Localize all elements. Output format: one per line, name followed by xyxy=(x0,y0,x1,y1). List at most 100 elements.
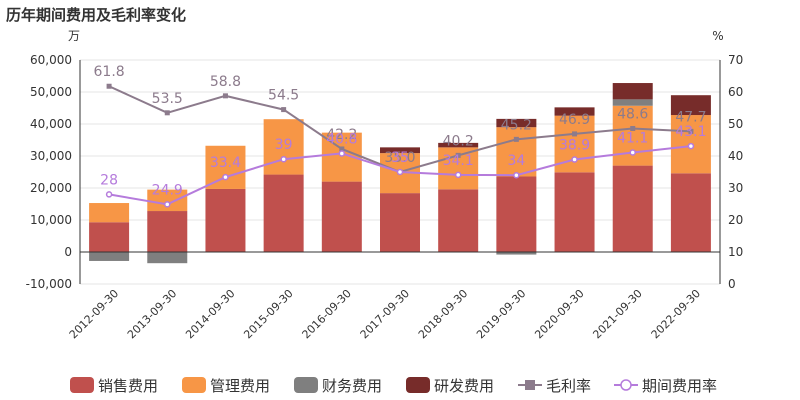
data-label: 34 xyxy=(507,153,525,169)
legend-label: 研发费用 xyxy=(434,377,494,395)
bar-segment xyxy=(380,193,420,252)
data-label: 42.2 xyxy=(326,127,357,143)
legend-marker xyxy=(620,379,632,391)
data-label: 24.9 xyxy=(152,182,183,198)
right-tick-label: 10 xyxy=(728,245,743,259)
bar-segment xyxy=(89,222,130,252)
legend-swatch xyxy=(294,377,318,393)
legend-label: 期间费用率 xyxy=(642,377,717,395)
data-label: 46.9 xyxy=(559,112,590,128)
bar-segment xyxy=(263,119,304,175)
left-tick-label: 0 xyxy=(64,245,72,259)
x-tick-label: 2018-09-30 xyxy=(416,287,470,341)
data-label: 34.1 xyxy=(443,153,474,169)
bar-segment xyxy=(438,189,479,252)
data-label: 40.2 xyxy=(443,133,474,149)
x-tick-label: 2012-09-30 xyxy=(67,287,121,341)
legend-label: 财务费用 xyxy=(322,377,382,395)
x-tick-label: 2015-09-30 xyxy=(241,287,295,341)
line-point xyxy=(571,156,578,163)
chart-title: 历年期间费用及毛利率变化 xyxy=(6,6,187,24)
x-tick-label: 2017-09-30 xyxy=(358,287,412,341)
bar-segment xyxy=(321,181,362,252)
right-tick-label: 40 xyxy=(728,149,743,163)
left-tick-label: 60,000 xyxy=(30,53,72,67)
x-tick-label: 2022-09-30 xyxy=(649,287,703,341)
legend-label: 管理费用 xyxy=(210,377,270,395)
bar-segment xyxy=(612,83,653,100)
data-label: 38.9 xyxy=(559,138,590,154)
data-label: 58.8 xyxy=(210,74,241,90)
data-label: 47.7 xyxy=(675,109,706,125)
data-label: 61.8 xyxy=(94,64,125,80)
left-tick-label: 10,000 xyxy=(30,213,72,227)
line-point xyxy=(105,191,113,198)
legend-swatch xyxy=(70,377,94,393)
line-point xyxy=(454,171,462,179)
line-point xyxy=(106,83,112,89)
bar-segment xyxy=(147,252,188,264)
x-tick-label: 2016-09-30 xyxy=(300,287,354,341)
left-tick-label: -10,000 xyxy=(26,277,72,291)
data-label: 35 xyxy=(391,150,409,166)
left-tick-label: 20,000 xyxy=(30,181,72,195)
data-label: 43.1 xyxy=(675,124,706,140)
line-point xyxy=(164,201,171,208)
bar-segment xyxy=(89,203,130,223)
legend-swatch xyxy=(182,377,206,393)
data-label: 54.5 xyxy=(268,88,299,104)
bar-segment xyxy=(670,173,711,252)
bar-segment xyxy=(205,145,246,189)
line-point xyxy=(630,125,636,131)
bar-segment xyxy=(205,188,246,252)
x-tick-label: 2020-09-30 xyxy=(532,287,586,341)
left-tick-label: 50,000 xyxy=(30,85,72,99)
bar-segment xyxy=(438,142,479,148)
left-tick-label: 30,000 xyxy=(30,149,72,163)
line-series xyxy=(105,83,695,208)
right-tick-label: 0 xyxy=(728,277,736,291)
data-label: 33.4 xyxy=(210,155,241,171)
bar-series xyxy=(89,83,711,264)
bar-segment xyxy=(554,107,595,116)
bar-segment xyxy=(496,118,537,128)
data-labels: 61.8 53.5 58.8 54.5 42.2 35.0 40.2 45.2 46.9 48.6… xyxy=(94,64,707,198)
bar-segment xyxy=(263,174,304,252)
right-tick-label: 30 xyxy=(728,181,743,195)
data-label: 53.5 xyxy=(152,91,183,107)
line-point xyxy=(688,128,694,134)
data-label: 39 xyxy=(275,137,293,153)
line-point xyxy=(572,131,578,137)
bar-segment xyxy=(670,95,711,116)
data-label: 28 xyxy=(100,172,118,188)
line-point xyxy=(455,152,461,158)
data-label: 45.2 xyxy=(501,117,532,133)
right-tick-label: 70 xyxy=(728,53,743,67)
line-point xyxy=(222,93,228,99)
line-point xyxy=(687,142,695,150)
right-axis-unit: % xyxy=(712,29,723,43)
bar-segment xyxy=(147,211,188,252)
bar-segment xyxy=(496,252,537,255)
legend: 销售费用 管理费用 财务费用 研发费用 毛利率 期间费用率 xyxy=(70,377,717,395)
bar-segment xyxy=(554,172,595,252)
data-label: 41.1 xyxy=(617,130,648,146)
line-point xyxy=(513,171,520,179)
left-axis-unit: 万 xyxy=(68,29,80,43)
bar-segment xyxy=(612,165,653,252)
bar-segment xyxy=(612,99,653,106)
line-point xyxy=(513,136,519,142)
x-tick-label: 2014-09-30 xyxy=(183,287,237,341)
bar-segment xyxy=(496,127,537,177)
right-tick-label: 20 xyxy=(728,213,743,227)
bar-segment xyxy=(89,252,130,261)
bar-segment xyxy=(147,189,188,212)
line-point xyxy=(164,110,170,116)
data-label: 35.0 xyxy=(384,150,415,166)
line-point xyxy=(629,149,636,156)
x-tick-label: 2013-09-30 xyxy=(125,287,179,341)
line-point xyxy=(280,155,287,163)
legend-label: 销售费用 xyxy=(98,377,158,395)
legend-swatch xyxy=(406,377,430,393)
